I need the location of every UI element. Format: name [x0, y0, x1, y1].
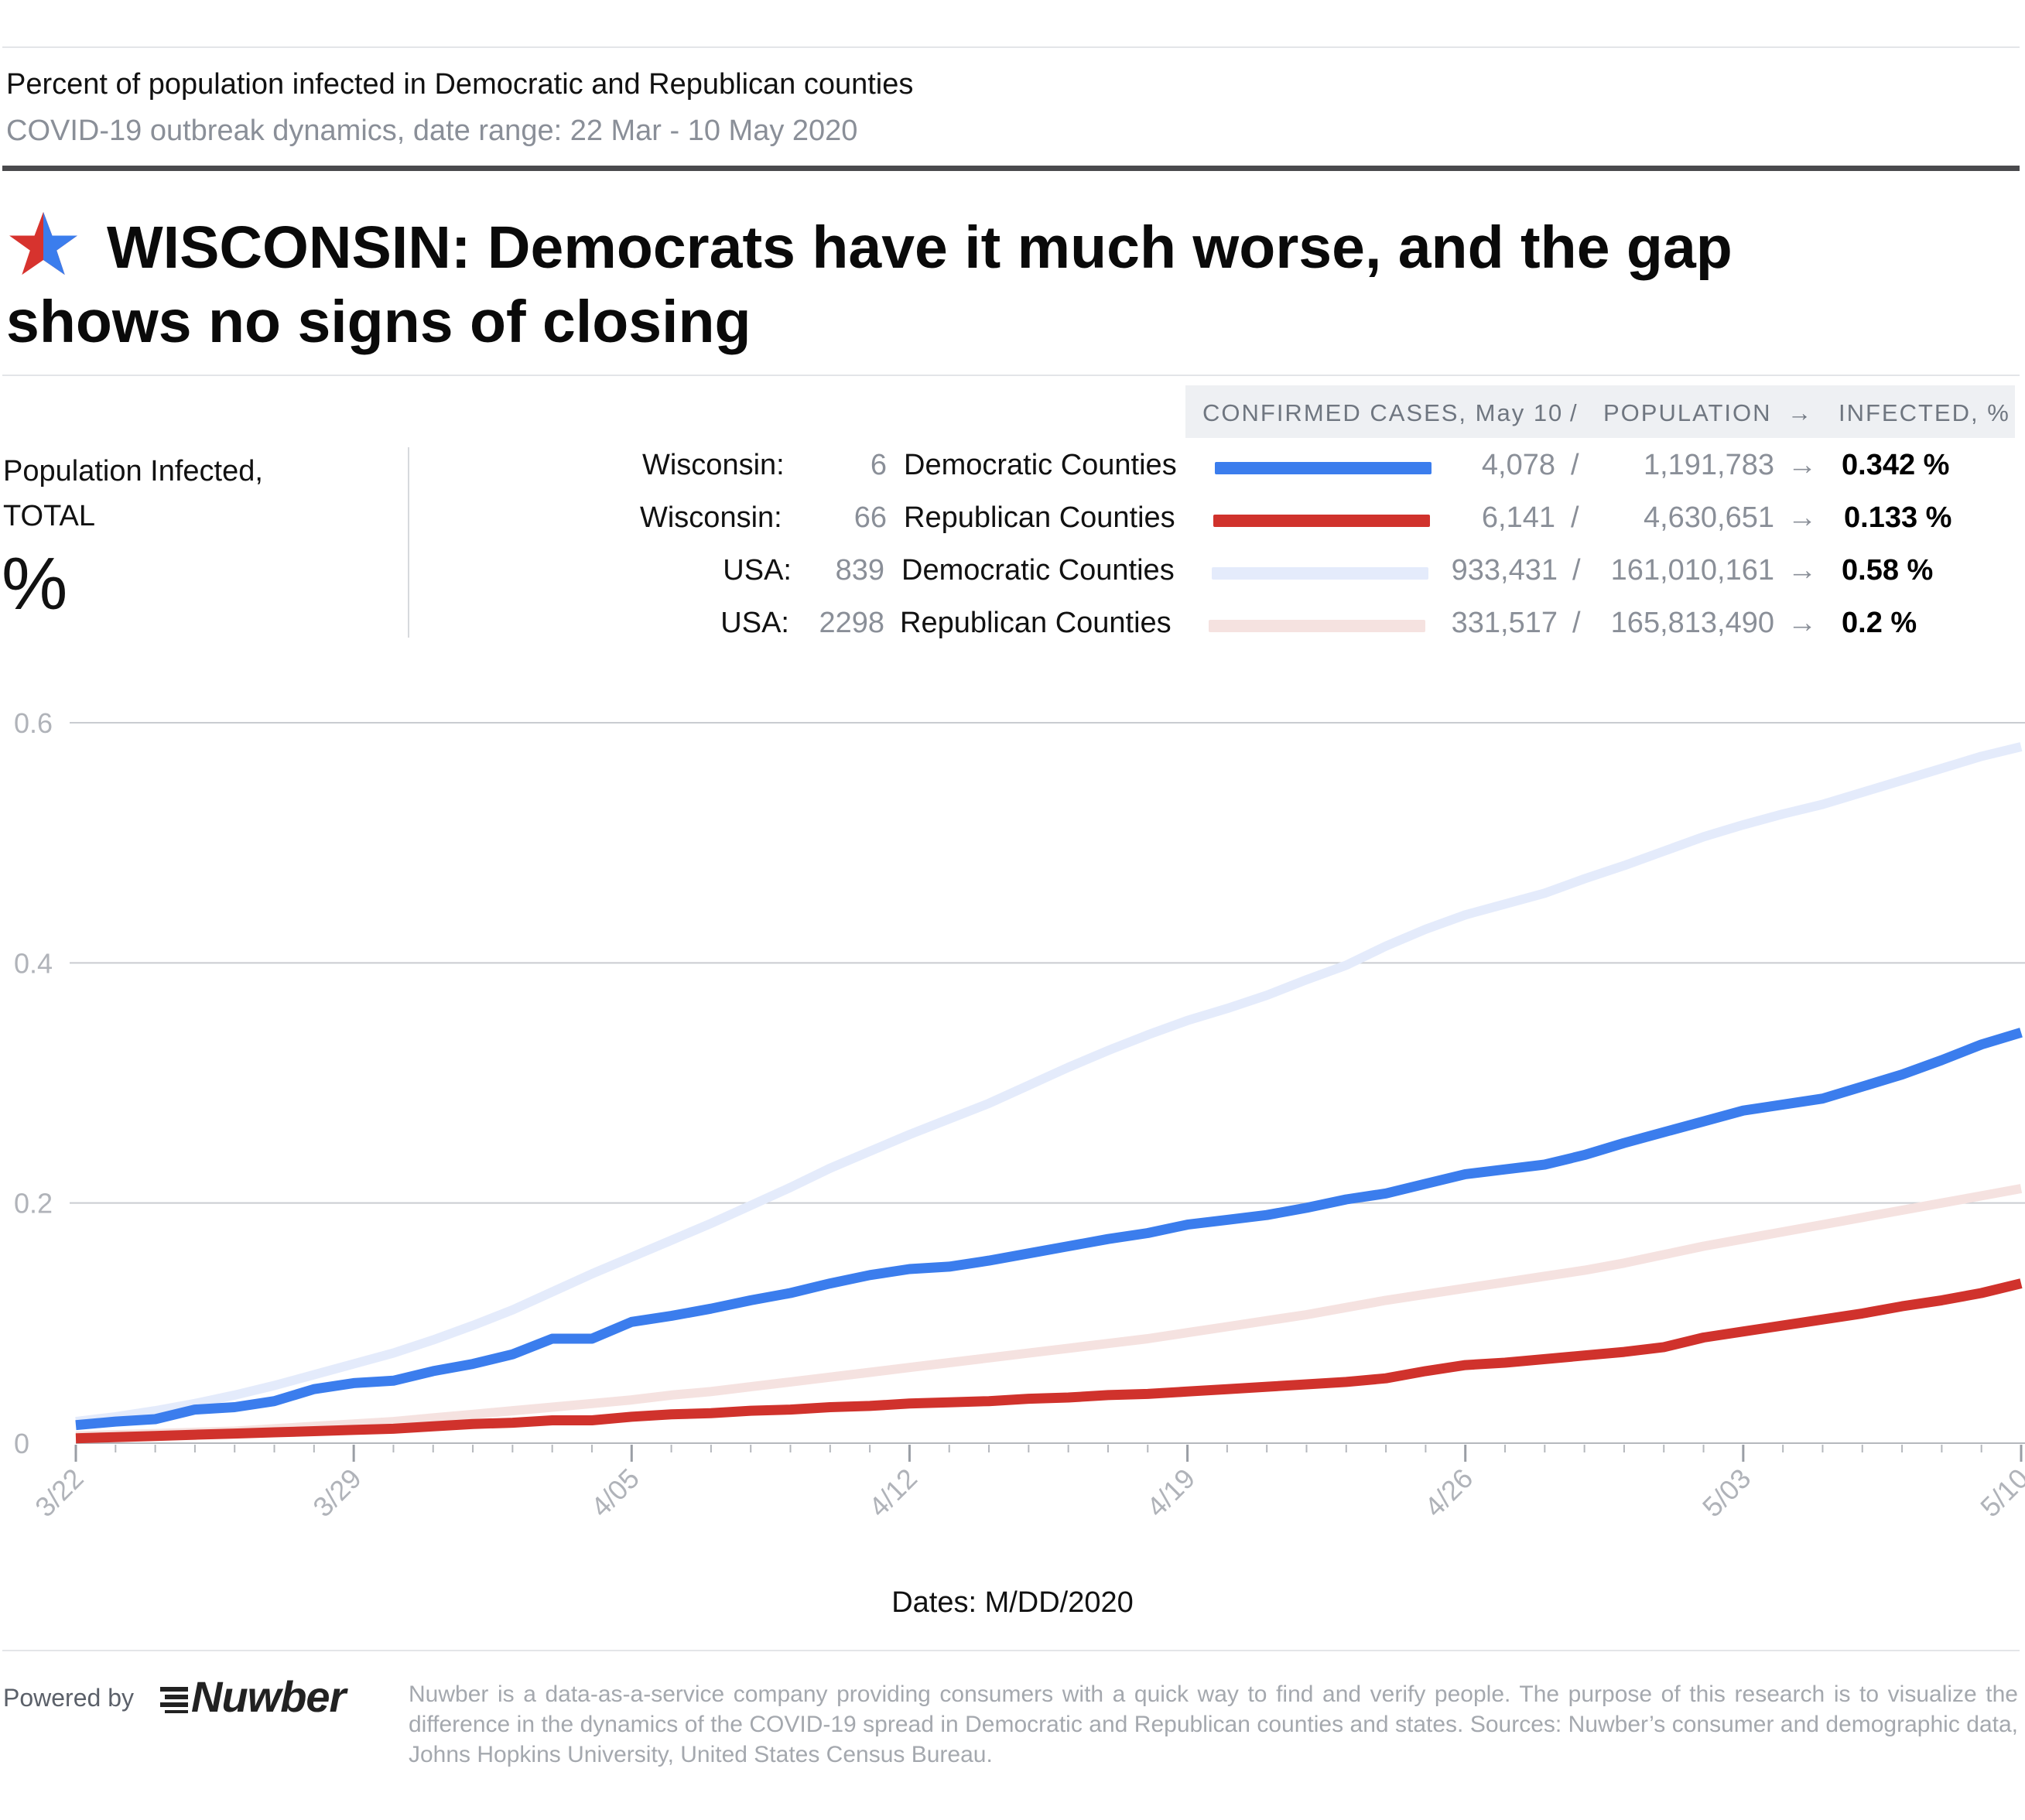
- header-title: Percent of population infected in Democr…: [6, 68, 914, 101]
- legend-count: 6: [870, 449, 887, 481]
- legend-cases: 331,517: [1451, 607, 1558, 639]
- legend-swatch-wi-rep: [1213, 515, 1430, 527]
- logo-bars-icon: [159, 1675, 190, 1713]
- series-line: [75, 1184, 2023, 1441]
- x-tick-label: 4/05: [584, 1462, 645, 1524]
- legend-count: 839: [835, 554, 884, 587]
- legend-label: Republican Counties: [904, 501, 1175, 534]
- star-icon: [6, 210, 80, 277]
- legend-region: USA:: [723, 554, 792, 587]
- legend-infected: 0.342 %: [1842, 449, 1950, 481]
- line-chart: 0 0.2 0.4 0.6 3/22 3/29 4/05 4/12 4/19 4/26 5/03 5/…: [14, 707, 2025, 1524]
- legend-slash: /: [1572, 607, 1581, 639]
- series-line: [75, 1278, 2023, 1444]
- y-tick-label: 0.6: [14, 707, 53, 739]
- legend-label: Democratic Counties: [901, 554, 1175, 587]
- powered-by-label: Powered by: [3, 1684, 134, 1712]
- header-subtitle: COVID-19 outbreak dynamics, date range: …: [6, 115, 858, 147]
- series-line: [75, 1028, 2023, 1431]
- header-infected: INFECTED, %: [1839, 399, 2010, 426]
- header-divider: [2, 166, 2020, 171]
- legend-arrow: →: [1787, 607, 1817, 639]
- x-tick-label: 4/26: [1418, 1462, 1479, 1524]
- y-tick-label: 0: [14, 1428, 29, 1459]
- legend-population: 1,191,783: [1643, 449, 1774, 481]
- legend-arrow: →: [1787, 501, 1817, 534]
- legend-slash: /: [1571, 501, 1579, 534]
- legend-cases: 4,078: [1481, 449, 1555, 481]
- y-axis-unit: %: [2, 542, 68, 625]
- legend-infected: 0.58 %: [1842, 554, 1934, 587]
- x-tick-label: 5/10: [1974, 1462, 2025, 1524]
- legend-table-header: CONFIRMED CASES, May 10 / POPULATION → I…: [1185, 385, 2015, 438]
- series-line: [75, 742, 2023, 1427]
- y-tick-label: 0.2: [14, 1188, 53, 1220]
- x-tick-label: 3/22: [29, 1462, 90, 1524]
- legend-cases: 933,431: [1451, 554, 1558, 587]
- legend-arrow: →: [1787, 554, 1817, 587]
- legend-label: Democratic Counties: [904, 449, 1177, 481]
- legend-count: 66: [853, 501, 887, 534]
- headline-text: WISCONSIN: Democrats have it much worse,…: [6, 214, 1733, 355]
- y-axis-label: Population Infected, TOTAL: [3, 455, 263, 532]
- top-rule: [2, 46, 2020, 48]
- legend-population: 161,010,161: [1610, 554, 1774, 587]
- header-population: POPULATION: [1603, 399, 1772, 426]
- legend-slash: /: [1571, 449, 1579, 481]
- legend-swatch-usa-dem: [1212, 567, 1428, 580]
- legend-cases: 6,141: [1481, 501, 1555, 534]
- x-axis-title: Dates: M/DD/2020: [891, 1586, 1134, 1619]
- legend-swatch-usa-rep: [1209, 620, 1425, 632]
- legend-infected: 0.2 %: [1842, 607, 1917, 639]
- legend-region: Wisconsin:: [640, 501, 782, 534]
- nuwber-logo[interactable]: Nuwber: [159, 1671, 346, 1722]
- x-tick-label: 5/03: [1696, 1462, 1757, 1524]
- logo-text: Nuwber: [191, 1672, 346, 1721]
- legend-population: 4,630,651: [1643, 501, 1774, 534]
- footer-divider: [2, 1650, 2020, 1651]
- y-tick-label: 0.4: [14, 947, 53, 979]
- legend-population: 165,813,490: [1610, 607, 1774, 639]
- legend-divider: [408, 447, 409, 638]
- legend-label: Republican Counties: [900, 607, 1172, 639]
- x-tick-label: 4/12: [863, 1462, 924, 1524]
- header-arrow: →: [1787, 399, 1813, 426]
- x-tick-label: 3/29: [306, 1462, 368, 1524]
- footer-note: Nuwber is a data-as-a-service company pr…: [409, 1681, 2018, 1767]
- legend-region: Wisconsin:: [642, 449, 785, 481]
- legend-infected: 0.133 %: [1844, 501, 1952, 534]
- headline-divider: [2, 375, 2020, 376]
- headline: WISCONSIN: Democrats have it much worse,…: [6, 210, 1925, 359]
- legend-region: USA:: [720, 607, 789, 639]
- legend-count: 2298: [819, 607, 884, 639]
- legend-arrow: →: [1787, 449, 1817, 481]
- x-tick-label: 4/19: [1141, 1462, 1202, 1524]
- legend-swatch-wi-dem: [1215, 462, 1432, 474]
- header-confirmed-cases: CONFIRMED CASES, May 10: [1202, 399, 1564, 426]
- legend-slash: /: [1572, 554, 1581, 587]
- header-slash: /: [1570, 399, 1579, 426]
